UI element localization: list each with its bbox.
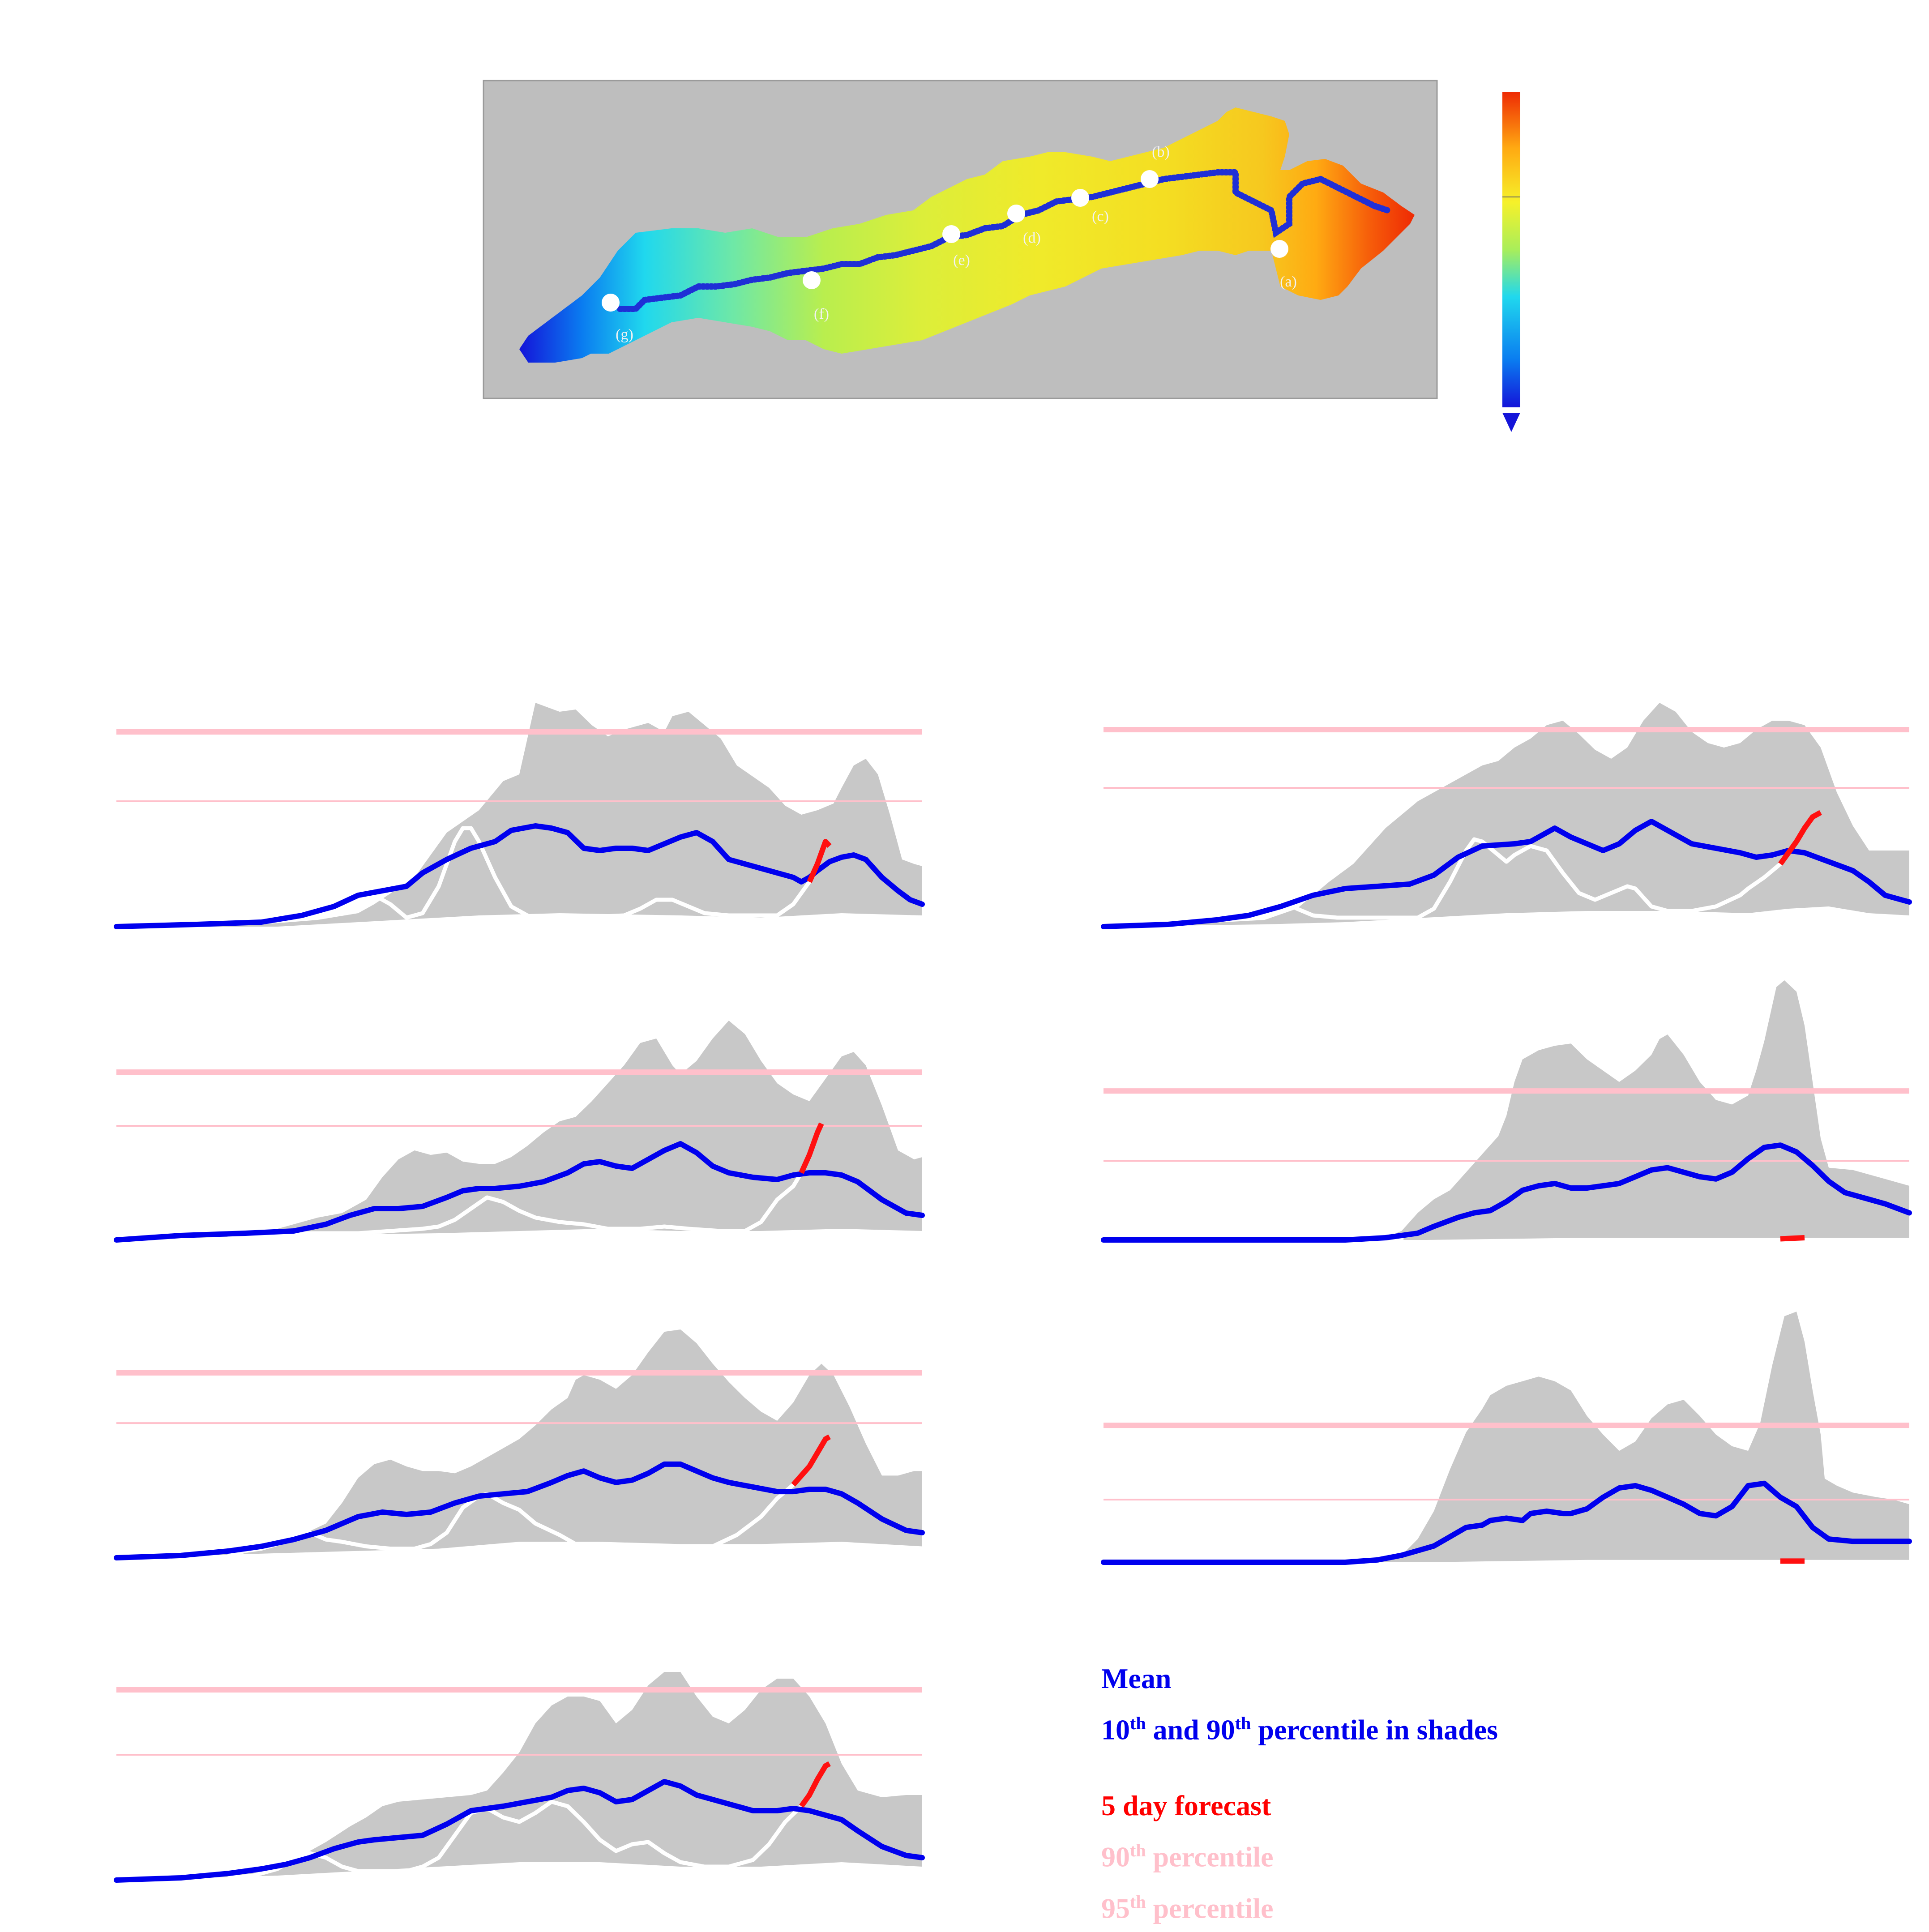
forecast-line [1778,810,1822,866]
station-marker-e[interactable]: (e) [942,225,970,269]
percentile-shade-band [116,703,922,927]
mean-line [114,1141,925,1243]
hydrograph-panel-d [1101,980,1912,1243]
mean-line [1101,1142,1912,1243]
station-marker-g[interactable]: (g) [602,294,633,343]
observed-line [227,1799,804,1880]
hydrograph-panel-e [114,1329,925,1560]
forecast-line [799,1122,824,1174]
percentile-shade-band [116,1672,922,1880]
legend-forecast: 5 day forecast [1101,1790,1271,1822]
basin-map-panel [483,80,1520,432]
station-label-e: (e) [953,252,970,269]
hydrograph-panel-g [114,1672,925,1883]
mean-line [114,1779,925,1883]
hydrograph-panel-b [1101,703,1912,929]
forecast-line [799,1761,831,1808]
forecast-line [807,839,832,883]
station-label-d: (d) [1023,230,1041,246]
station-marker-b[interactable]: (b) [1141,144,1170,188]
colorbar [1502,92,1520,432]
legend-p95: 95th percentile [1101,1891,1274,1924]
observed-line [1222,837,1783,920]
station-label-g: (g) [616,326,633,343]
forecast-line [1780,1235,1805,1242]
station-marker-d[interactable]: (d) [1007,205,1041,246]
hydrograph-panel-a [114,703,925,929]
station-markers: (a) (b) (c) (d) (e) (f) (g) [602,144,1297,343]
percentile-shade-band [1104,703,1909,927]
observed-line [211,826,812,927]
station-label-a: (a) [1280,274,1297,290]
mean-line [1101,819,1912,929]
percentile-shade-band [1104,1312,1909,1562]
legend-spacer [1101,1752,1907,1783]
legend-p90: 90th percentile [1101,1840,1274,1873]
river-network [617,169,1391,312]
percentile-shade-band [1104,980,1909,1240]
station-marker-a[interactable]: (a) [1270,240,1297,290]
mean-line [114,1461,925,1560]
legend: Mean 10th and 90th percentile in shades … [1101,1656,1907,1931]
station-marker-f[interactable]: (f) [803,271,829,322]
mean-line [1101,1480,1912,1565]
percentile-shade-band [116,1021,922,1240]
observed-line [227,1171,804,1240]
colorbar-gradient [1502,92,1520,407]
station-marker-c[interactable]: (c) [1071,189,1109,225]
legend-mean: Mean [1101,1663,1172,1694]
station-label-c: (c) [1092,208,1109,225]
percentile-shade-band [116,1329,922,1558]
legend-shades: 10th and 90th percentile in shades [1101,1713,1498,1746]
station-label-b: (b) [1152,144,1170,160]
colorbar-extend-arrow [1502,413,1520,432]
forecast-line [791,1434,831,1487]
station-label-f: (f) [814,306,829,322]
hydrograph-panel-f [1101,1312,1912,1565]
mean-line [114,823,925,929]
hydrograph-panel-c [114,1021,925,1243]
